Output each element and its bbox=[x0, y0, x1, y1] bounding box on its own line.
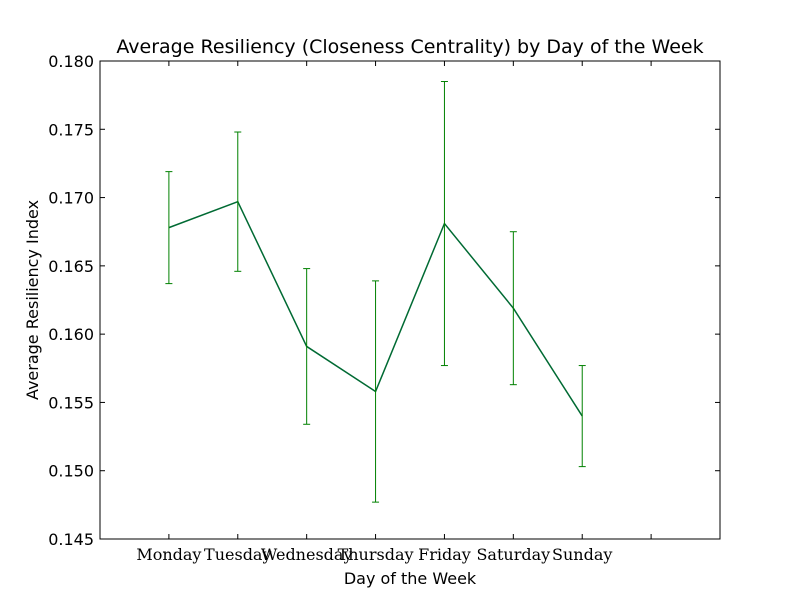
error-bar bbox=[509, 231, 517, 386]
error-bar bbox=[440, 80, 448, 367]
error-bar bbox=[165, 171, 173, 285]
error-bar bbox=[303, 268, 311, 425]
y-tick-label: 0.180 bbox=[48, 52, 94, 71]
error-bar bbox=[234, 131, 242, 272]
plot-area bbox=[99, 60, 721, 540]
x-tick-label: Wednesday bbox=[261, 545, 353, 564]
y-axis-title: Average Resiliency Index bbox=[23, 200, 42, 400]
x-tick-label: Thursday bbox=[338, 545, 414, 564]
x-tick-label: Tuesday bbox=[204, 545, 271, 564]
y-tick-label: 0.145 bbox=[48, 530, 94, 549]
x-tick-label: Friday bbox=[418, 545, 471, 564]
y-axis: 0.145 0.150 0.155 0.160 0.165 0.170 0.175 0.180 bbox=[48, 52, 720, 549]
y-tick-label: 0.175 bbox=[48, 120, 94, 139]
y-tick-label: 0.170 bbox=[48, 189, 94, 208]
y-tick-label: 0.150 bbox=[48, 462, 94, 481]
y-tick-label: 0.160 bbox=[48, 325, 94, 344]
error-bar bbox=[578, 365, 586, 468]
x-tick-label: Monday bbox=[136, 545, 201, 564]
x-axis-title: Day of the Week bbox=[344, 569, 477, 588]
y-tick-label: 0.165 bbox=[48, 257, 94, 276]
x-tick-label: Saturday bbox=[476, 545, 550, 564]
y-tick-label: 0.155 bbox=[48, 393, 94, 412]
error-bar bbox=[372, 280, 380, 503]
x-tick-label: Sunday bbox=[552, 545, 612, 564]
plot-frame bbox=[99, 60, 721, 540]
chart-title: Average Resiliency (Closeness Centrality… bbox=[116, 36, 703, 58]
